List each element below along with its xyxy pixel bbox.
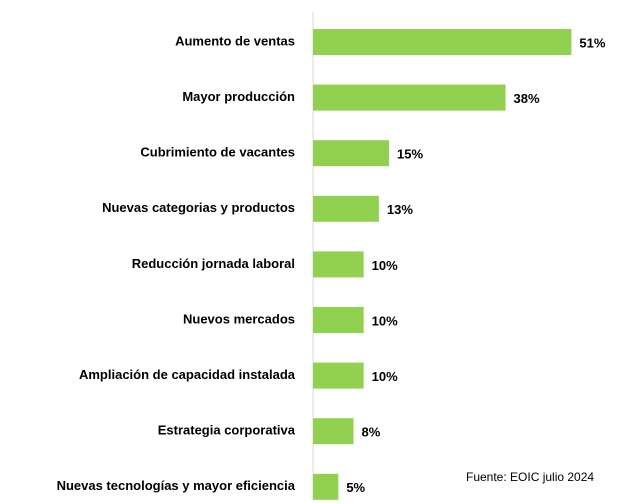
value-label: 51% <box>579 35 605 50</box>
category-label: Mayor producción <box>182 89 295 104</box>
bar <box>313 84 506 111</box>
category-label: Nuevas categorias y productos <box>102 200 295 215</box>
value-label: 10% <box>372 369 398 384</box>
value-label: 38% <box>514 91 540 106</box>
value-label: 13% <box>387 202 413 217</box>
source-note: Fuente: EOIC julio 2024 <box>466 470 594 484</box>
category-label: Nuevos mercados <box>183 311 295 326</box>
category-label: Estrategia corporativa <box>158 423 296 438</box>
category-label: Aumento de ventas <box>175 33 295 48</box>
value-label: 5% <box>346 480 365 495</box>
category-label: Reducción jornada laboral <box>132 256 295 271</box>
value-label: 8% <box>362 425 381 440</box>
value-label: 10% <box>372 258 398 273</box>
bar <box>313 418 354 445</box>
category-label: Ampliación de capacidad instalada <box>79 367 296 382</box>
category-label: Nuevas tecnologías y mayor eficiencia <box>57 478 296 493</box>
value-label: 15% <box>397 147 423 162</box>
bar <box>313 307 364 333</box>
bar <box>313 195 379 222</box>
bar <box>313 251 364 278</box>
bar <box>313 473 339 500</box>
bar <box>313 362 364 389</box>
category-label: Cubrimiento de vacantes <box>140 145 295 160</box>
bar <box>313 140 389 167</box>
bar <box>313 29 572 55</box>
value-label: 10% <box>372 313 398 328</box>
